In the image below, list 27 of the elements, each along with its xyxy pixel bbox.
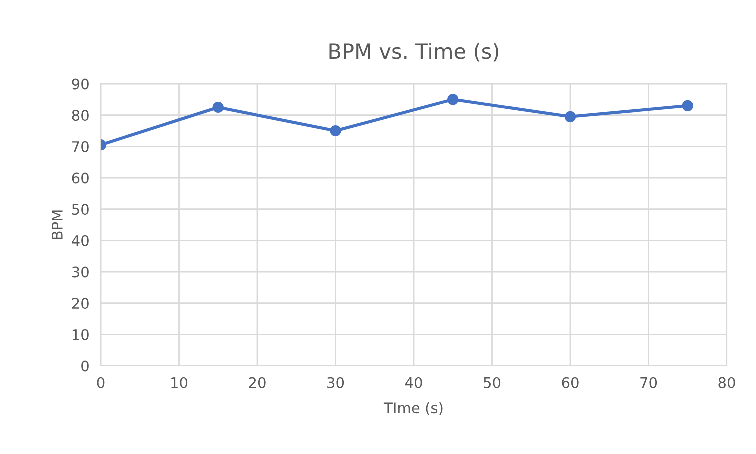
- y-tick-label: 50: [72, 204, 89, 216]
- y-tick-label: 0: [82, 360, 89, 372]
- x-tick-label: 20: [249, 377, 266, 388]
- point: [682, 100, 694, 112]
- y-tick-label: 40: [72, 235, 89, 246]
- point: [212, 102, 224, 114]
- x-tick-label: 70: [640, 377, 658, 388]
- y-tick-label: 30: [72, 266, 89, 278]
- chart-title: BPM vs. Time (s): [330, 43, 499, 62]
- y-tick-label: 10: [72, 329, 89, 340]
- y-tick-label: 20: [72, 298, 89, 310]
- y-tick-label: 60: [72, 172, 89, 184]
- point: [330, 125, 342, 137]
- x-tick-label: 0: [97, 377, 105, 388]
- x-tick-label: 50: [484, 377, 501, 388]
- y-tick-label: 80: [72, 110, 89, 122]
- x-tick-label: 10: [172, 377, 188, 388]
- x-axis-title: TIme (s): [384, 402, 443, 416]
- y-tick-label: 70: [72, 141, 89, 152]
- x-tick-label: 80: [718, 377, 736, 388]
- y-tick-label: 90: [72, 78, 89, 90]
- point: [564, 111, 576, 122]
- x-tick-label: 60: [562, 377, 579, 388]
- x-tick-label: 30: [328, 377, 344, 388]
- point: [448, 94, 459, 106]
- x-tick-label: 40: [405, 377, 422, 388]
- y-axis-title: BPM: [52, 210, 63, 240]
